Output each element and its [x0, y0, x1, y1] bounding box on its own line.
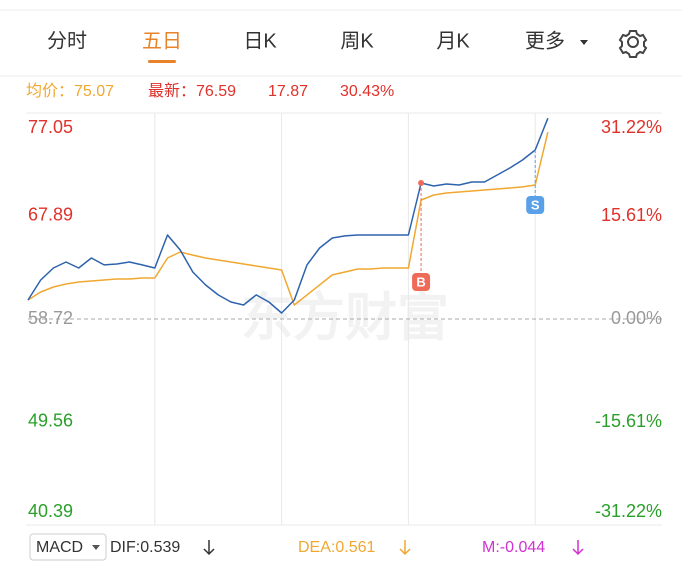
- y-tick-label: 58.72: [28, 308, 73, 328]
- indicator-name: MACD: [36, 539, 83, 556]
- trade-badge: [412, 273, 431, 291]
- y2-tick-label: 0.00%: [611, 308, 662, 328]
- y-tick-label: 49.56: [28, 411, 73, 431]
- y2-tick-label: -15.61%: [595, 411, 662, 431]
- dif-arrow: [203, 540, 215, 556]
- y2-tick-label: -31.22%: [595, 501, 662, 521]
- indicator-selector[interactable]: [29, 533, 107, 561]
- m-value: M:-0.044: [482, 539, 545, 556]
- tab-underline: [148, 60, 176, 63]
- trade-badge: [526, 196, 545, 214]
- m-arrow: [572, 540, 584, 556]
- y2-tick-label: 15.61%: [601, 205, 662, 225]
- more-arrow: [580, 40, 588, 45]
- dropdown-arrow: [92, 545, 100, 550]
- tab[interactable]: 分时: [47, 29, 87, 52]
- gear-hub: [627, 36, 639, 48]
- settings-icon[interactable]: [618, 30, 648, 58]
- y2-tick-label: 31.22%: [601, 117, 662, 137]
- y-tick-label: 67.89: [28, 205, 73, 225]
- price-change: 17.87: [268, 83, 308, 100]
- dea-value: DEA:0.561: [298, 539, 375, 556]
- y-tick-label: 77.05: [28, 117, 73, 137]
- tab[interactable]: 月K: [436, 30, 470, 52]
- tab-bar: 分时 五日 日K 周K 月K 更多: [47, 29, 588, 63]
- trade-label: B: [416, 274, 425, 289]
- tab[interactable]: 日K: [243, 30, 277, 52]
- avg-price: 均价：75.07: [26, 82, 114, 100]
- trade-label: S: [531, 197, 540, 212]
- price-change-pct: 30.43%: [340, 83, 394, 100]
- trade-dot: [418, 180, 425, 187]
- tab[interactable]: 更多: [525, 29, 565, 52]
- gear-outline: [618, 30, 648, 58]
- dif-value: DIF:0.539: [110, 539, 180, 556]
- chart: 东方财富77.0567.8958.7249.5640.3931.22%15.61…: [26, 112, 662, 526]
- tab[interactable]: 五日: [142, 30, 182, 52]
- series-line: [27, 117, 549, 314]
- dea-arrow: [399, 540, 411, 556]
- tab[interactable]: 周K: [340, 30, 374, 52]
- series-line: [27, 131, 549, 306]
- latest-price: 最新：76.59: [148, 82, 236, 100]
- y-tick-label: 40.39: [28, 501, 73, 521]
- indicator-bar: MACD DIF:0.539 DEA:0.561 M:-0.044: [29, 533, 584, 561]
